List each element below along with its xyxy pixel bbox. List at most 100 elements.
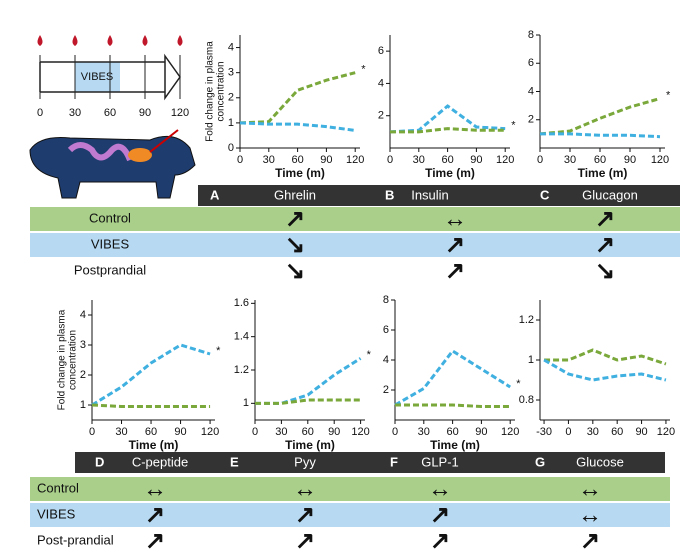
x-tick-label: 90: [470, 154, 482, 166]
x-tick-label: 60: [302, 426, 314, 438]
y-tick-label: 2: [528, 114, 534, 126]
trend-arrow: ↗: [445, 257, 465, 284]
mean-line: [91, 343, 211, 407]
y-tick-label: 6: [528, 57, 534, 69]
x-axis-label: Time (m): [285, 438, 335, 452]
pig-illustration: [29, 129, 196, 199]
x-tick-label: 120: [201, 426, 219, 438]
trend-arrow: ↘: [595, 257, 615, 284]
y-tick-label: 2: [228, 92, 234, 104]
blood-drop: [37, 35, 43, 46]
x-tick-label: 120: [351, 426, 369, 438]
x-tick-label: 60: [441, 154, 453, 166]
y-tick-label: 1: [243, 397, 249, 409]
y-tick-label: 2: [378, 110, 384, 122]
y-tick-label: 1.2: [519, 314, 534, 326]
timeline-tick-label: 60: [104, 107, 116, 119]
y-tick-label: 4: [528, 85, 534, 97]
timeline-tick-label: 90: [139, 107, 151, 119]
trend-arrow: ↔: [143, 475, 167, 502]
column-name: Glucose: [576, 454, 624, 469]
pig-probe: [149, 129, 179, 153]
blood-drop: [72, 35, 78, 46]
column-letter: G: [535, 454, 545, 469]
table-row: [30, 529, 670, 553]
table-row: [30, 503, 670, 527]
table-row: [30, 477, 670, 501]
y-tick-label: 1.6: [234, 297, 249, 309]
pig-stomach: [128, 148, 152, 162]
x-tick-label: 90: [475, 426, 487, 438]
trend-arrow: ↗: [445, 231, 465, 258]
x-axis-label: Time (m): [430, 438, 480, 452]
mean-line: [543, 358, 667, 382]
timeline-arrow: [164, 53, 181, 101]
trend-arrow: ↘: [285, 231, 305, 258]
trend-arrow: ↗: [145, 527, 165, 554]
pig-intestine: [67, 142, 133, 162]
column-letter: D: [95, 454, 104, 469]
y-tick-label: 1: [228, 117, 234, 129]
x-axis-label: Time (m): [425, 166, 475, 180]
table-row: [30, 233, 680, 257]
blood-drop: [142, 35, 148, 46]
x-axis-label: Time (m): [275, 166, 325, 180]
y-tick-label: 6: [378, 45, 384, 57]
trend-arrow: ↔: [578, 475, 602, 502]
y-tick-label: 4: [228, 41, 234, 53]
trend-arrow: ↔: [428, 475, 452, 502]
mean-line: [540, 132, 661, 139]
x-tick-label: 90: [320, 154, 332, 166]
x-tick-label: 120: [501, 426, 519, 438]
significance-mark: *: [367, 349, 372, 361]
trend-arrow: ↗: [595, 231, 615, 258]
mean-line: [239, 71, 356, 125]
x-tick-label: 120: [346, 154, 364, 166]
y-tick-label: 4: [383, 354, 389, 366]
mean-line: [394, 349, 511, 407]
y-tick-label: 1: [80, 399, 86, 411]
trend-arrow: ↗: [295, 527, 315, 554]
trend-arrow: ↔: [293, 475, 317, 502]
trend-arrow: ↗: [580, 527, 600, 554]
trend-arrow: ↗: [430, 527, 450, 554]
column-name: C-peptide: [132, 454, 188, 469]
x-tick-label: 0: [537, 154, 543, 166]
y-axis-label: concentration: [68, 330, 79, 390]
x-tick-label: 60: [291, 154, 303, 166]
column-letter: E: [230, 454, 239, 469]
trend-arrow: ↗: [285, 205, 305, 232]
mean-line: [255, 398, 361, 405]
table-header: [75, 452, 665, 473]
x-tick-label: 30: [263, 154, 275, 166]
y-tick-label: 0: [228, 142, 234, 154]
column-letter: F: [390, 454, 398, 469]
x-tick-label: 30: [275, 426, 287, 438]
trend-arrow: ↗: [430, 501, 450, 528]
x-tick-label: 60: [446, 426, 458, 438]
column-letter: A: [210, 187, 220, 202]
vibes-window: [75, 62, 120, 92]
row-label: Control: [89, 210, 131, 225]
blood-drop: [107, 35, 113, 46]
timeline-tick-label: 0: [37, 107, 43, 119]
y-axis-label: Fold change in plasma: [57, 309, 68, 410]
y-tick-label: 1.2: [234, 364, 249, 376]
y-tick-label: 3: [80, 339, 86, 351]
mean-line: [91, 403, 211, 408]
x-tick-label: 120: [657, 426, 675, 438]
column-name: Insulin: [411, 187, 449, 202]
y-tick-label: 2: [383, 384, 389, 396]
timeline-tick-label: 30: [69, 107, 81, 119]
row-label: VIBES: [37, 506, 76, 521]
y-tick-label: 8: [383, 294, 389, 306]
y-tick-label: 2: [80, 369, 86, 381]
timeline-tick-label: 120: [171, 107, 189, 119]
x-tick-label: 60: [594, 154, 606, 166]
x-axis-label: Time (m): [129, 438, 179, 452]
y-tick-label: 8: [528, 29, 534, 41]
x-tick-label: 30: [418, 426, 430, 438]
trend-arrow: ↔: [578, 501, 602, 528]
timeline-label: VIBES: [81, 71, 113, 83]
x-tick-label: 30: [587, 426, 599, 438]
